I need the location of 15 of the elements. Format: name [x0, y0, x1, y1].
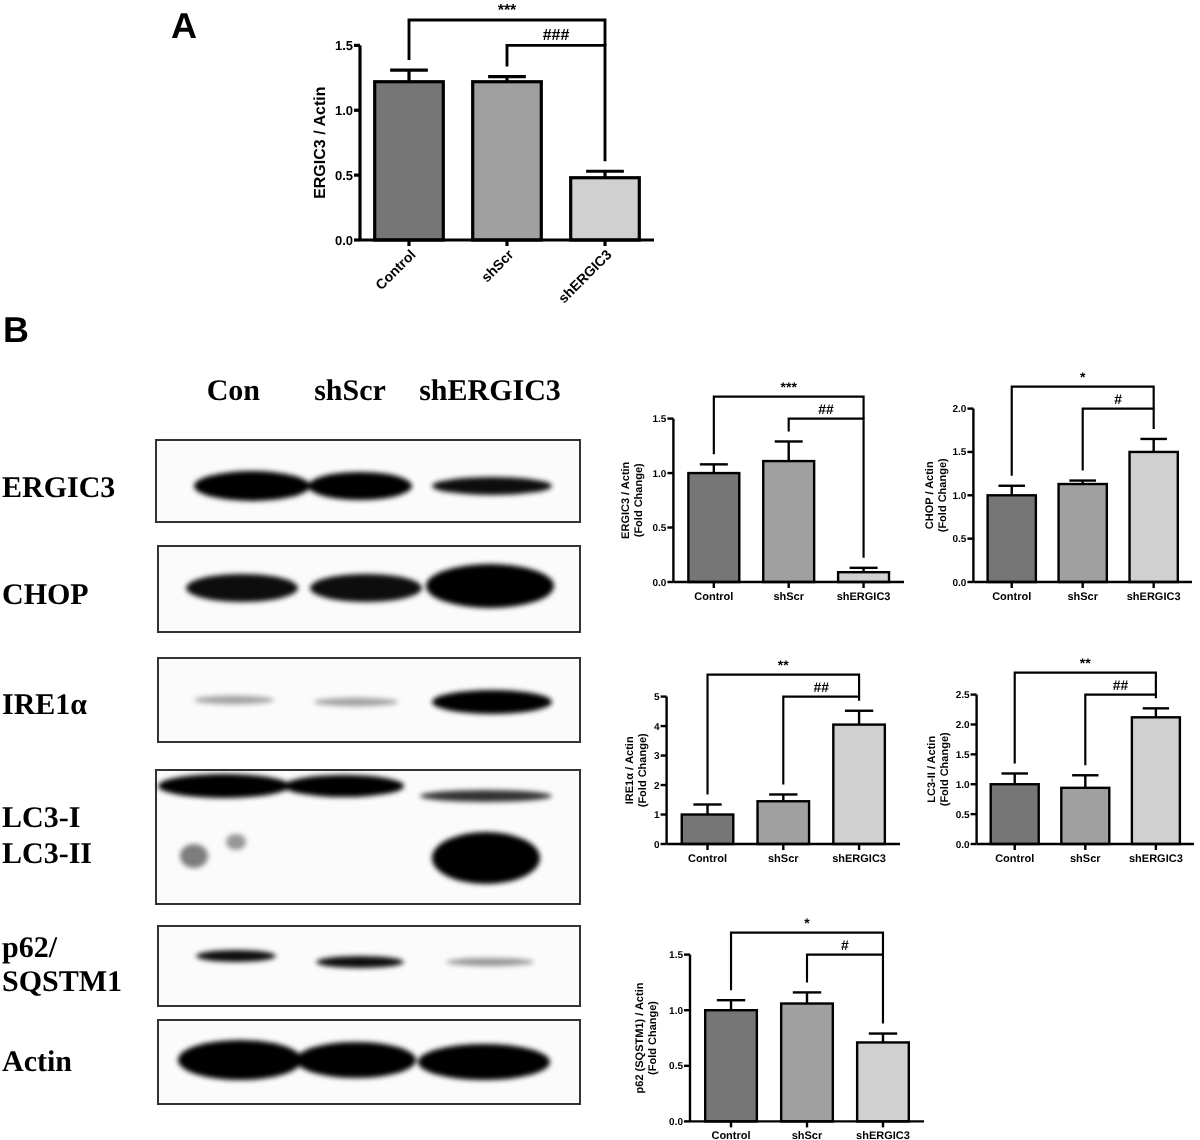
- text: ***: [497, 1, 519, 19]
- y-axis-title: ERGIC3 / Actin: [310, 86, 329, 199]
- category-label: Con: [206, 376, 262, 408]
- text: B: [3, 310, 29, 350]
- category-label: IRE1α: [2, 689, 88, 722]
- category-label: CHOP: [2, 579, 89, 612]
- category-label: LC3-I: [2, 803, 81, 836]
- category-label: ERGIC3: [2, 472, 116, 505]
- category-label: Actin: [2, 1046, 72, 1079]
- category-label: p62/ SQSTM1: [2, 933, 123, 999]
- category-label: shScr: [314, 376, 387, 408]
- category-label: LC3-II: [2, 838, 93, 871]
- category-label: shERGIC3: [419, 376, 561, 408]
- text: ###: [542, 26, 571, 45]
- chart-title: A: [171, 6, 197, 46]
